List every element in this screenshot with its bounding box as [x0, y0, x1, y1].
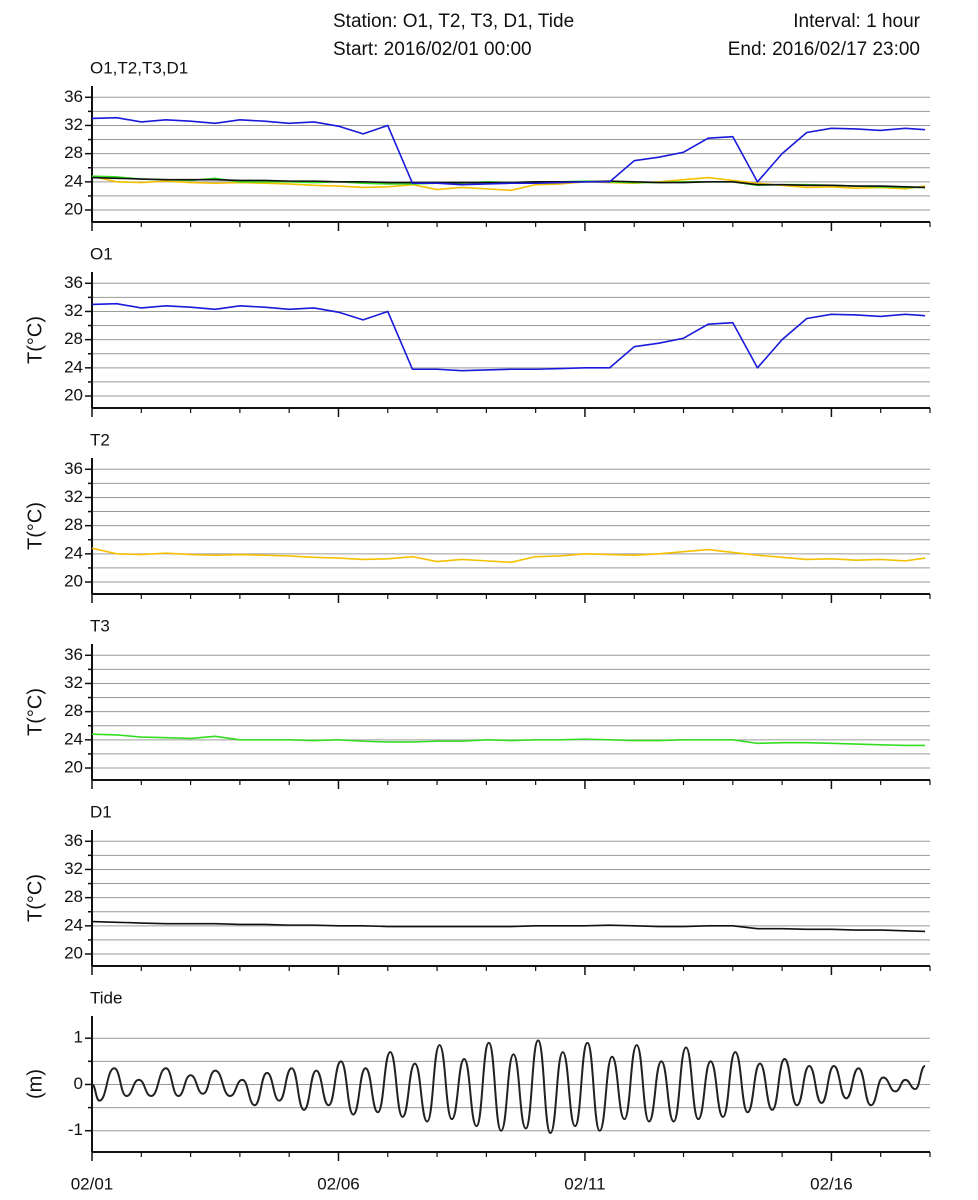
- y-tick-label: 20: [64, 944, 83, 963]
- series-line: [91, 733, 926, 747]
- panel-title: T3: [90, 616, 110, 635]
- y-tick-label: 32: [64, 859, 83, 878]
- series-line: [91, 920, 926, 933]
- y-tick-label: 36: [64, 273, 83, 292]
- y-tick-label: 28: [64, 887, 83, 906]
- y-axis-label: T(°C): [24, 502, 46, 550]
- y-tick-label: 0: [74, 1074, 83, 1093]
- y-tick-label: 28: [64, 701, 83, 720]
- y-tick-label: 24: [64, 729, 83, 748]
- series-line: [91, 1039, 926, 1135]
- panel-title: Tide: [90, 988, 122, 1007]
- end: End: 2016/02/17 23:00: [728, 39, 920, 60]
- y-tick-label: 28: [64, 143, 83, 162]
- x-tick-label: 02/06: [317, 1174, 360, 1193]
- y-axis-label: T(°C): [24, 688, 46, 736]
- y-tick-label: 36: [64, 831, 83, 850]
- panel-title: D1: [90, 802, 112, 821]
- y-tick-label: 36: [64, 645, 83, 664]
- series-line: [91, 302, 926, 372]
- y-tick-label: 20: [64, 758, 83, 777]
- y-tick-label: 36: [64, 87, 83, 106]
- y-tick-label: 20: [64, 386, 83, 405]
- y-tick-label: 24: [64, 171, 83, 190]
- y-tick-label: 1: [74, 1028, 83, 1047]
- x-tick-label: 02/11: [564, 1174, 605, 1193]
- x-tick-label: 02/01: [71, 1174, 114, 1193]
- station: Station: O1, T2, T3, D1, Tide: [333, 11, 574, 32]
- start: Start: 2016/02/01 00:00: [333, 39, 532, 60]
- y-tick-label: 32: [64, 115, 83, 134]
- interval: Interval: 1 hour: [793, 11, 920, 32]
- x-tick-label: 02/16: [810, 1174, 853, 1193]
- y-tick-label: 20: [64, 572, 83, 591]
- y-tick-label: 20: [64, 200, 83, 219]
- series-line: [91, 175, 926, 192]
- y-axis-label: T(°C): [24, 316, 46, 364]
- series-line: [91, 547, 926, 564]
- y-tick-label: 32: [64, 301, 83, 320]
- y-tick-label: 32: [64, 673, 83, 692]
- y-tick-label: -1: [68, 1120, 83, 1139]
- y-tick-label: 24: [64, 915, 83, 934]
- y-tick-label: 28: [64, 515, 83, 534]
- y-tick-label: 36: [64, 459, 83, 478]
- panel-title: O1,T2,T3,D1: [90, 58, 188, 77]
- y-axis-label: T(°C): [24, 874, 46, 922]
- y-tick-label: 28: [64, 329, 83, 348]
- y-tick-label: 32: [64, 487, 83, 506]
- y-tick-label: 24: [64, 357, 83, 376]
- y-axis-label: (m): [24, 1069, 46, 1099]
- y-tick-label: 24: [64, 543, 83, 562]
- panel-title: T2: [90, 430, 110, 449]
- series-line: [91, 116, 926, 186]
- panel-title: O1: [90, 244, 113, 263]
